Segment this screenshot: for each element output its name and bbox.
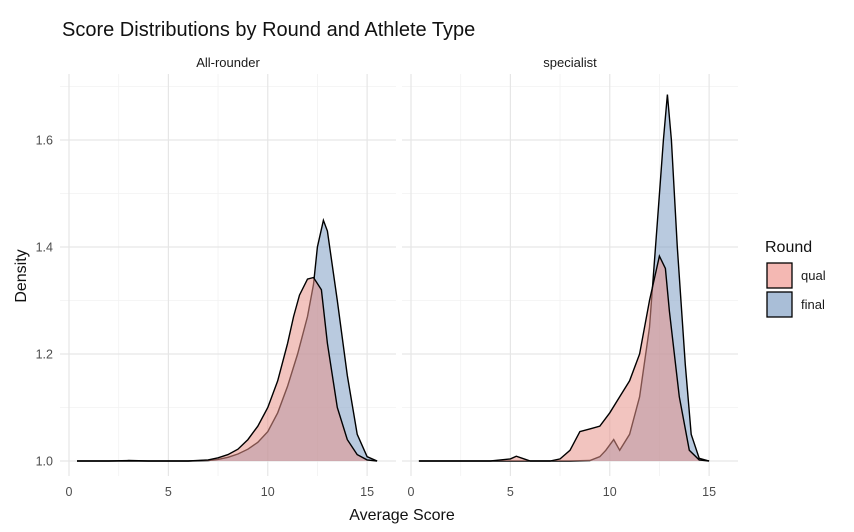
x-axis-title: Average Score — [349, 507, 455, 524]
y-tick-label: 1.0 — [36, 455, 53, 469]
x-tick-label: 5 — [165, 485, 172, 499]
y-tick-label: 1.4 — [36, 241, 53, 255]
x-tick-label: 15 — [360, 485, 374, 499]
density-area-qual — [77, 277, 378, 461]
legend-label: final — [801, 297, 825, 312]
density-area-qual — [418, 256, 710, 461]
legend-label: qual — [801, 268, 826, 283]
x-tick-label: 0 — [66, 485, 73, 499]
chart-title: Score Distributions by Round and Athlete… — [62, 19, 475, 41]
y-tick-label: 1.6 — [36, 134, 53, 148]
x-tick-label: 15 — [702, 485, 716, 499]
legend-key-final — [766, 291, 793, 318]
legend-key-qual — [766, 262, 793, 289]
x-tick-label: 5 — [507, 485, 514, 499]
x-tick-label: 0 — [408, 485, 415, 499]
panel-1: specialist 0 5 10 15 — [402, 55, 738, 499]
x-tick-label: 10 — [603, 485, 617, 499]
legend: Round qual final — [765, 239, 826, 318]
facet-label: All-rounder — [196, 55, 260, 70]
panel-0: All-rounder 0 5 10 15 — [60, 55, 396, 499]
facet-label: specialist — [543, 55, 597, 70]
density-line-qual — [418, 253, 710, 462]
y-tick-label: 1.2 — [36, 348, 53, 362]
density-line-qual — [77, 276, 378, 462]
facet-panels: All-rounder 0 5 10 15 specialist 0 5 10 15 1.0 1.2 1… — [36, 55, 738, 499]
legend-title: Round — [765, 239, 812, 256]
y-axis-title: Density — [13, 249, 30, 302]
x-tick-label: 10 — [261, 485, 275, 499]
